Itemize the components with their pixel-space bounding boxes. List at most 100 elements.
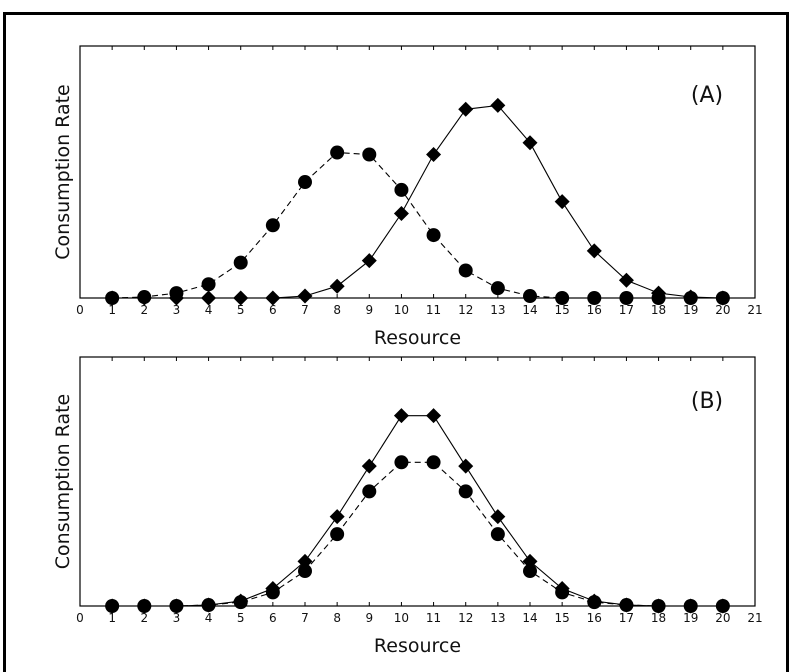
plot-area xyxy=(79,45,756,299)
y-axis-title: Consumption Rate xyxy=(52,394,74,569)
data-point-diamond xyxy=(104,290,120,306)
x-tick-label: 5 xyxy=(237,611,245,625)
x-tick-label: 0 xyxy=(76,611,84,625)
data-point-diamond xyxy=(490,97,506,113)
x-tick-label: 5 xyxy=(237,303,245,317)
data-point-diamond xyxy=(265,290,281,306)
data-point-diamond xyxy=(458,458,474,474)
data-point-diamond xyxy=(683,289,699,305)
x-tick-label: 6 xyxy=(269,303,277,317)
x-tick-label: 9 xyxy=(365,611,373,625)
panel-a: 0 1 2 3 4 5 6 7 8 9 10 11 12 13 14 15 16 17 18 19 20 21Resour… xyxy=(52,45,763,349)
data-point-circle xyxy=(265,218,280,233)
data-point-circle xyxy=(555,291,570,305)
data-point-diamond xyxy=(168,598,184,614)
figure-frame xyxy=(3,12,789,672)
data-point-diamond xyxy=(554,194,570,210)
x-tick-label: 14 xyxy=(522,303,537,317)
data-point-diamond xyxy=(265,581,281,597)
data-point-diamond xyxy=(683,598,699,614)
data-point-diamond xyxy=(168,290,184,306)
data-point-circle xyxy=(619,291,634,305)
data-point-diamond xyxy=(426,408,442,424)
x-tick-label: 18 xyxy=(651,611,666,625)
x-tick-label: 8 xyxy=(333,303,341,317)
x-tick-label: 4 xyxy=(205,611,213,625)
x-tick-label: 1 xyxy=(108,611,116,625)
data-point-diamond xyxy=(329,278,345,294)
x-tick-label: 12 xyxy=(458,611,473,625)
data-point-circle xyxy=(362,147,377,162)
data-point-diamond xyxy=(104,598,120,614)
x-tick-label: 10 xyxy=(394,611,409,625)
data-point-circle xyxy=(298,564,312,579)
series-line-circle xyxy=(112,151,723,299)
x-tick-label: 18 xyxy=(651,303,666,317)
data-point-diamond xyxy=(586,243,602,259)
data-point-diamond xyxy=(618,597,634,613)
data-point-diamond xyxy=(426,147,442,163)
series-line-diamond xyxy=(112,104,723,299)
data-point-diamond xyxy=(393,205,409,221)
x-tick-label: 20 xyxy=(715,611,730,625)
data-point-diamond xyxy=(233,593,249,609)
data-point-circle xyxy=(523,564,537,579)
x-tick-label: 9 xyxy=(365,303,373,317)
x-tick-label: 19 xyxy=(683,303,698,317)
series-line-diamond xyxy=(112,415,723,607)
x-tick-label: 0 xyxy=(76,303,84,317)
x-tick-label: 19 xyxy=(683,611,698,625)
data-point-diamond xyxy=(233,290,249,306)
x-tick-label: 11 xyxy=(426,611,441,625)
x-tick-label: 21 xyxy=(747,611,762,625)
x-tick-label: 15 xyxy=(555,303,570,317)
data-point-diamond xyxy=(329,509,345,525)
x-tick-label: 2 xyxy=(140,303,148,317)
x-tick-label: 7 xyxy=(301,611,309,625)
x-tick-label: 13 xyxy=(490,303,505,317)
x-tick-label: 16 xyxy=(587,611,602,625)
x-axis-title: Resource xyxy=(374,327,461,349)
data-point-circle xyxy=(201,277,216,292)
data-point-circle xyxy=(330,145,345,160)
data-point-circle xyxy=(298,175,312,190)
data-point-diamond xyxy=(297,553,313,569)
x-tick-label: 8 xyxy=(333,611,341,625)
data-point-diamond xyxy=(201,290,217,306)
data-point-diamond xyxy=(361,458,377,474)
data-point-diamond xyxy=(490,509,506,525)
x-tick-label: 1 xyxy=(108,303,116,317)
x-tick-label: 6 xyxy=(269,611,277,625)
x-tick-label: 21 xyxy=(747,303,762,317)
data-point-diamond xyxy=(715,598,731,614)
y-axis-title: Consumption Rate xyxy=(52,84,74,259)
data-point-circle xyxy=(426,455,441,470)
data-point-diamond xyxy=(651,598,667,614)
x-tick-label: 3 xyxy=(173,611,181,625)
x-tick-label: 7 xyxy=(301,303,309,317)
panel-label: (A) xyxy=(691,83,723,108)
data-point-diamond xyxy=(201,597,217,613)
x-tick-label: 13 xyxy=(490,611,505,625)
data-point-diamond xyxy=(136,290,152,306)
x-tick-label: 17 xyxy=(619,303,634,317)
data-point-circle xyxy=(362,484,377,499)
data-point-diamond xyxy=(297,288,313,304)
x-tick-label: 20 xyxy=(715,303,730,317)
data-point-diamond xyxy=(361,253,377,269)
data-point-diamond xyxy=(651,285,667,301)
data-point-circle xyxy=(233,255,248,270)
x-tick-label: 16 xyxy=(587,303,602,317)
data-point-circle xyxy=(523,289,537,304)
series-line-circle xyxy=(112,461,723,607)
data-point-diamond xyxy=(586,593,602,609)
data-point-diamond xyxy=(618,272,634,288)
x-tick-label: 3 xyxy=(173,303,181,317)
data-point-diamond xyxy=(522,135,538,151)
x-tick-label: 4 xyxy=(205,303,213,317)
data-point-circle xyxy=(394,182,409,197)
data-point-circle xyxy=(458,263,473,278)
data-point-diamond xyxy=(458,101,474,117)
panel-b: 0 1 2 3 4 5 6 7 8 9 10 11 12 13 14 15 16 17 18 19 20 21Resour… xyxy=(52,356,763,657)
